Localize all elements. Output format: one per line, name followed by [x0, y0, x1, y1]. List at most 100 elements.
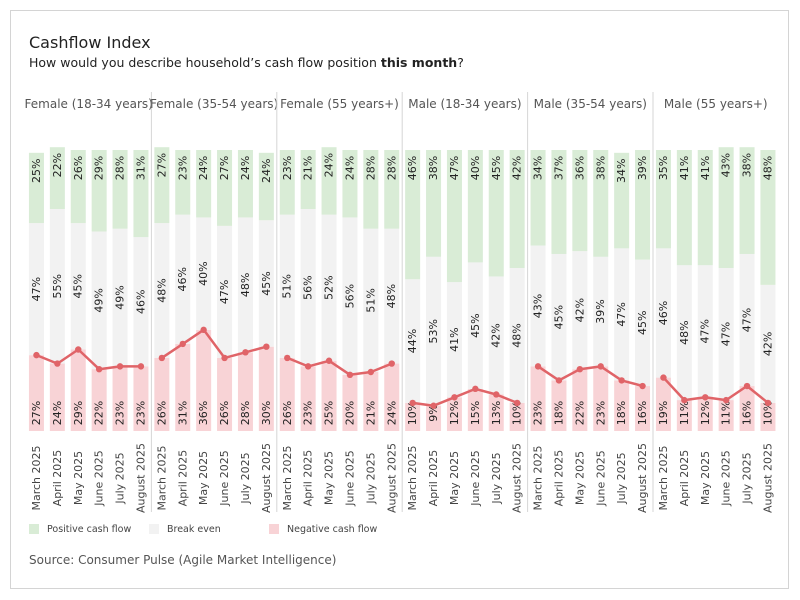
x-tick-label: May 2025 — [197, 451, 210, 505]
x-tick-label: March 2025 — [30, 445, 43, 510]
x-tick-label: March 2025 — [155, 445, 168, 510]
data-label-break-even: 48% — [385, 284, 398, 308]
negative-trend-point — [367, 368, 375, 376]
negative-trend-point — [137, 363, 145, 370]
x-tick-label: May 2025 — [323, 451, 336, 505]
bar-positive — [405, 150, 421, 280]
bar-positive — [237, 150, 253, 218]
bar-negative — [384, 363, 400, 431]
data-label-positive: 37% — [552, 156, 565, 180]
bar-break-even — [635, 259, 651, 387]
legend-item-negative: Negative cash flow — [269, 522, 377, 536]
bar-break-even — [28, 223, 44, 356]
bar-positive — [467, 150, 483, 263]
data-label-positive: 36% — [573, 156, 586, 180]
bar-positive — [551, 150, 567, 254]
negative-trend-line — [412, 387, 518, 407]
chart-subtitle: How would you describe household’s cash … — [29, 55, 464, 70]
data-label-negative: 13% — [490, 401, 503, 425]
negative-trend-point — [158, 354, 166, 362]
x-tick-label: August 2025 — [385, 443, 398, 513]
data-label-positive: 21% — [302, 156, 315, 180]
bar-break-even — [217, 225, 233, 358]
negative-trend-point — [33, 351, 40, 359]
data-label-negative: 21% — [364, 401, 377, 425]
data-label-negative: 36% — [197, 401, 210, 425]
panel-header: Male (18-34 years) — [408, 97, 521, 111]
bar-negative — [572, 369, 588, 431]
data-label-positive: 24% — [343, 156, 356, 180]
bar-negative — [676, 400, 692, 431]
data-label-break-even: 47% — [741, 308, 754, 332]
bar-break-even — [676, 265, 692, 401]
bar-positive — [488, 150, 504, 277]
legend-label-break-even: Break even — [167, 523, 221, 535]
bar-negative — [467, 388, 483, 431]
data-label-negative: 24% — [51, 401, 64, 425]
data-label-break-even: 51% — [281, 274, 294, 298]
data-label-positive: 23% — [281, 156, 294, 180]
bar-positive — [363, 150, 379, 229]
data-label-negative: 19% — [657, 401, 670, 425]
data-label-negative: 16% — [741, 401, 754, 425]
data-label-positive: 45% — [490, 156, 503, 180]
bar-negative — [739, 386, 755, 431]
bar-positive — [718, 147, 734, 269]
data-label-break-even: 45% — [636, 311, 649, 335]
bar-negative — [112, 366, 128, 431]
chart-title: Cashflow Index — [29, 33, 151, 52]
data-label-break-even: 45% — [552, 305, 565, 329]
data-label-negative: 26% — [281, 401, 294, 425]
legend-swatch-positive — [29, 524, 39, 534]
x-tick-label: August 2025 — [636, 443, 649, 513]
bar-negative — [196, 329, 212, 431]
negative-trend-point — [764, 399, 772, 407]
bar-negative — [509, 402, 525, 431]
data-label-break-even: 42% — [761, 332, 774, 356]
chart-frame — [10, 10, 789, 589]
data-label-negative: 27% — [30, 401, 43, 425]
bar-positive — [196, 150, 212, 218]
x-tick-label: March 2025 — [406, 445, 419, 510]
negative-trend-point — [451, 394, 458, 401]
bar-break-even — [488, 276, 504, 395]
bar-negative — [133, 366, 149, 431]
data-label-positive: 24% — [323, 153, 336, 177]
data-label-negative: 9% — [427, 404, 440, 421]
data-label-negative: 20% — [343, 401, 356, 425]
negative-trend-point — [722, 396, 730, 404]
x-tick-label: April 2025 — [678, 450, 691, 507]
negative-trend-point — [702, 394, 709, 401]
x-tick-label: August 2025 — [761, 443, 774, 513]
bar-positive — [614, 152, 630, 249]
negative-trend-point — [743, 382, 751, 390]
data-label-positive: 26% — [72, 156, 85, 180]
negative-trend-point — [346, 371, 354, 378]
bar-break-even — [237, 217, 253, 353]
panel-header: Female (35-54 years) — [150, 97, 278, 111]
bar-negative — [655, 377, 671, 431]
bar-negative — [258, 346, 274, 431]
data-label-positive: 34% — [532, 156, 545, 180]
data-label-break-even: 47% — [615, 302, 628, 326]
data-label-negative: 15% — [469, 401, 482, 425]
bar-positive — [635, 150, 651, 260]
x-tick-label: July 2025 — [741, 452, 754, 504]
x-tick-label: August 2025 — [134, 443, 147, 513]
bar-positive — [133, 150, 149, 238]
x-tick-label: June 2025 — [93, 450, 106, 506]
data-label-negative: 24% — [385, 401, 398, 425]
bar-break-even — [49, 209, 65, 364]
data-label-positive: 38% — [594, 156, 607, 180]
data-label-break-even: 56% — [343, 284, 356, 308]
x-tick-label: April 2025 — [552, 450, 565, 507]
bar-positive — [530, 150, 546, 246]
subtitle-emphasis: this month — [380, 55, 458, 70]
bar-negative — [175, 343, 191, 431]
bar-break-even — [363, 228, 379, 372]
data-label-negative: 23% — [134, 401, 147, 425]
data-label-positive: 28% — [114, 156, 127, 180]
bar-negative — [28, 355, 44, 431]
bar-positive — [342, 150, 358, 218]
bar-negative — [551, 380, 567, 431]
